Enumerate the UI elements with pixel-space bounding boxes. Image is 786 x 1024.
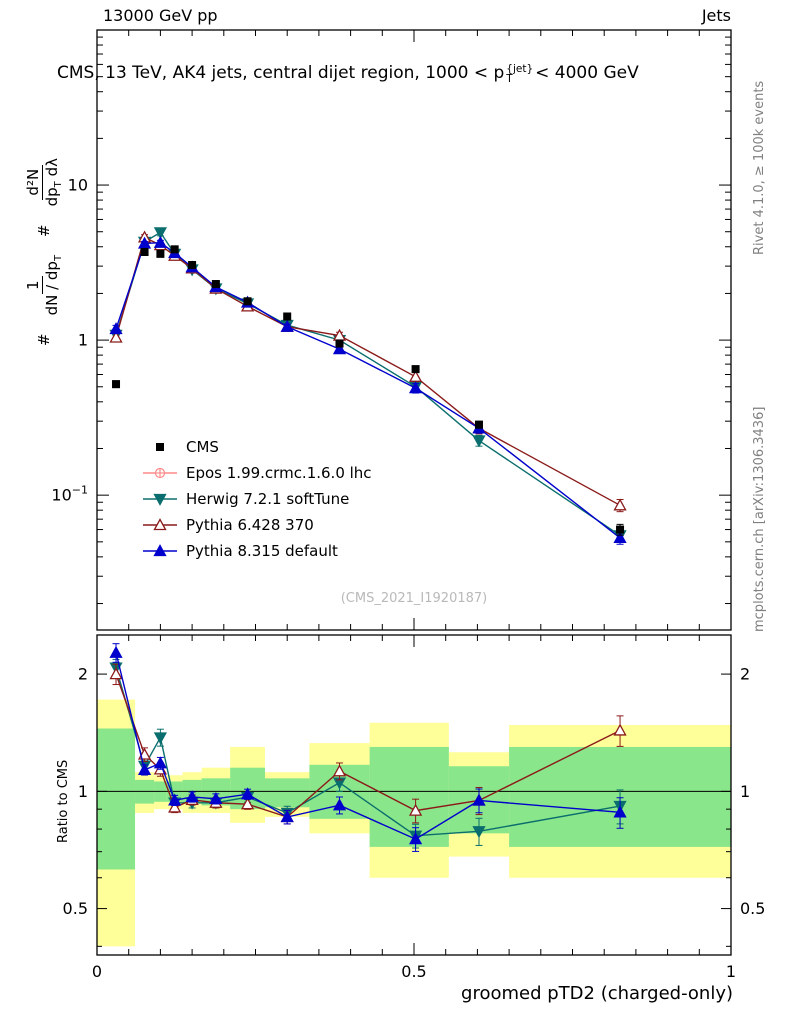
ylabel-hash: #	[35, 333, 53, 346]
ratio-y-tick-label-right: 0.5	[740, 899, 765, 918]
legend-label: Epos 1.99.crmc.1.6.0 lhc	[186, 464, 372, 482]
legend-item-cms: CMS	[156, 438, 219, 456]
legend-label: CMS	[186, 438, 219, 456]
ylabel-hash-2: #	[35, 224, 53, 237]
legend-item-epos-1-99-crmc-1-6-0-lhc: Epos 1.99.crmc.1.6.0 lhc	[143, 464, 372, 482]
beam-energy-label: 13000 GeV pp	[103, 6, 218, 25]
main-y-tick-label: 10	[68, 176, 88, 195]
ylabel-fraction-1: 1 dN / dpT	[23, 254, 64, 316]
series-main-cms	[112, 245, 625, 536]
ratio-y-tick-label-left: 2	[78, 665, 88, 684]
plot-title-sup: {jet}	[506, 63, 534, 75]
ylabel-fraction-2: d²N dpT dλ	[23, 158, 64, 207]
legend-label: Herwig 7.2.1 softTune	[186, 490, 349, 508]
plot-title-prefix: CMS, 13 TeV, AK4 jets, central dijet reg…	[57, 63, 505, 83]
analysis-id-watermark: (CMS_2021_I1920187)	[340, 591, 488, 606]
band-green	[369, 746, 449, 847]
x-axis-title: groomed pTD2 (charged-only)	[461, 983, 733, 1004]
main-y-axis-label: # 1 dN / dpT # d²N dpT dλ	[20, 34, 68, 346]
ratio-panel-frame	[96, 634, 732, 956]
legend: CMS Epos 1.99.crmc.1.6.0 lhc Herwig 7.2.1 …	[143, 438, 372, 560]
main-y-tick-label: 10−1	[51, 484, 88, 505]
main-y-tick-label: 1	[78, 331, 88, 350]
plot-title: CMS, 13 TeV, AK4 jets, central dijet reg…	[57, 63, 639, 85]
x-tick-label: 1	[726, 962, 736, 981]
ratio-y-tick-label-left: 1	[78, 782, 88, 801]
legend-item-pythia-6-428-370: Pythia 6.428 370	[143, 516, 314, 534]
legend-label: Pythia 6.428 370	[186, 516, 314, 534]
analysis-group-label: Jets	[701, 6, 731, 25]
ratio-y-tick-label-right: 1	[740, 782, 750, 801]
legend-item-herwig-7-2-1-softtune: Herwig 7.2.1 softTune	[143, 490, 349, 508]
series-main-pythia-8-315-default	[109, 235, 627, 545]
ratio-y-axis-label: Ratio to CMS	[56, 759, 71, 843]
band-green	[265, 778, 310, 808]
ratio-y-tick-label-left: 0.5	[63, 899, 88, 918]
uncertainty-bands	[97, 699, 731, 947]
plot-title-supsub: {jet} T	[506, 63, 534, 85]
legend-label: Pythia 8.315 default	[186, 542, 338, 560]
mcplots-credit-label: mcplots.cern.ch [arXiv:1306.3436]	[752, 406, 767, 632]
ratio-y-tick-label-right: 2	[740, 665, 750, 684]
main-panel-frame	[96, 29, 732, 631]
x-tick-label: 0	[92, 962, 102, 981]
plot-title-suffix: < 4000 GeV	[535, 63, 639, 83]
band-green	[97, 728, 136, 870]
x-tick-label: 0.5	[401, 962, 426, 981]
plot-title-sub: T	[506, 73, 513, 85]
series-ratio-pythia-8-315-default	[109, 643, 627, 852]
legend-item-pythia-8-315-default: Pythia 8.315 default	[143, 542, 338, 560]
rivet-version-label: Rivet 4.1.0, ≥ 100k events	[752, 80, 767, 255]
